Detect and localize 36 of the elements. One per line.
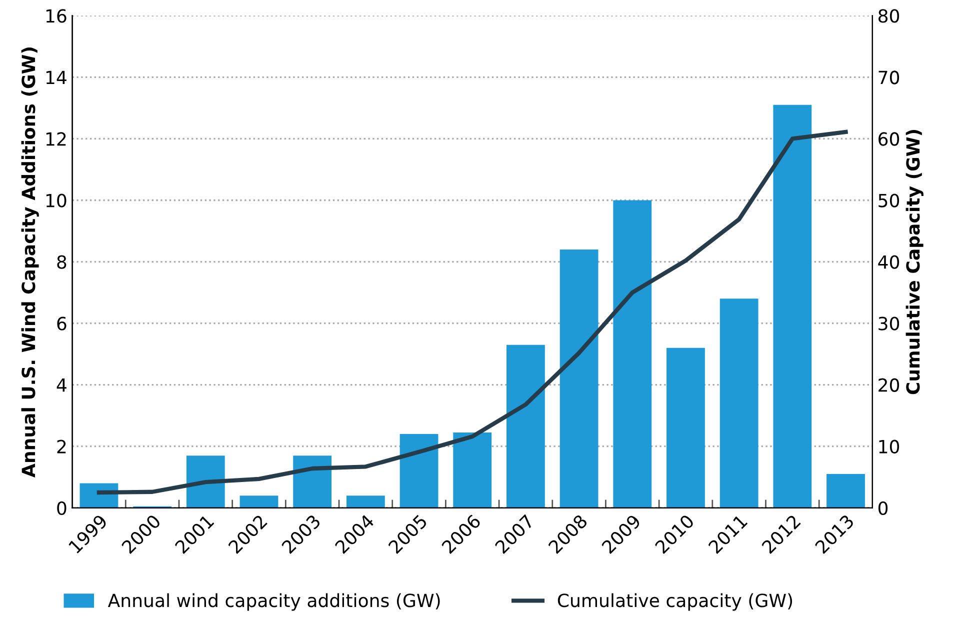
bar [506,344,545,508]
y-tick-label: 10 [46,194,66,208]
bar [773,104,812,508]
legend-label: Annual wind capacity additions (GW) [108,593,440,611]
bar [560,249,598,508]
bar [400,434,438,508]
y-tick-label: 4 [56,378,66,392]
bar [666,348,705,508]
y2-tick-label: 60 [878,132,900,146]
bar [240,496,278,508]
bar [453,432,492,508]
y-tick-label: 2 [57,440,66,454]
y-tick-label: 12 [46,132,66,146]
y-tick-label: 16 [46,9,66,23]
y2-tick-label: 0 [878,501,888,515]
bar [293,456,332,508]
y2-tick-label: 50 [878,194,900,208]
y-tick-label: 14 [46,70,66,84]
y2-axis-title: Cumulative Capacity (GW) [906,130,924,394]
y-tick-label: 6 [57,316,66,330]
y-tick-label: 0 [57,501,66,515]
y2-tick-label: 10 [879,440,900,454]
bar [186,456,225,508]
bar [720,298,758,508]
bar [346,496,385,508]
bar [826,474,865,508]
y2-tick-label: 80 [878,9,900,23]
line-series [96,130,848,495]
y-axis-title: Annual U.S. Wind Capacity Additions (GW) [21,48,39,478]
y2-tick-label: 40 [878,255,900,269]
y-tick-label: 8 [57,255,66,269]
bar [613,200,652,508]
y2-tick-label: 30 [878,316,900,330]
y2-tick-label: 20 [878,378,900,392]
legend-label: Cumulative capacity (GW) [558,593,792,611]
y2-tick-label: 70 [878,70,900,84]
